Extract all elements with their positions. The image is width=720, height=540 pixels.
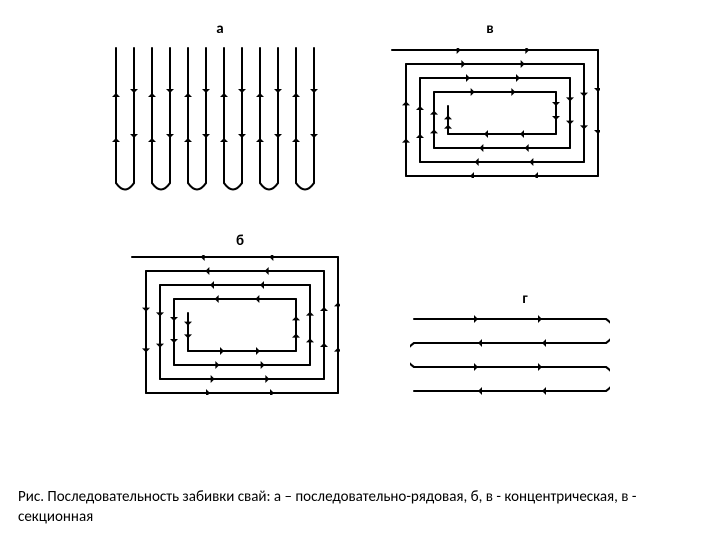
- panel-v-label: в: [475, 20, 505, 38]
- panel-b: [130, 255, 340, 395]
- panel-b-svg: [130, 255, 340, 395]
- panel-v-svg: [390, 48, 600, 178]
- panel-v: [390, 48, 600, 178]
- panel-a: [110, 42, 320, 197]
- panel-b-label: б: [225, 232, 255, 250]
- panel-a-svg: [110, 42, 320, 197]
- panel-g-svg: [410, 315, 610, 395]
- figure-area: а в б г: [80, 20, 640, 460]
- panel-g: [410, 315, 610, 395]
- panel-g-label: г: [510, 290, 540, 308]
- figure-caption: Рис. Последовательность забивки свай: а …: [18, 488, 698, 527]
- panel-a-label: а: [205, 20, 235, 38]
